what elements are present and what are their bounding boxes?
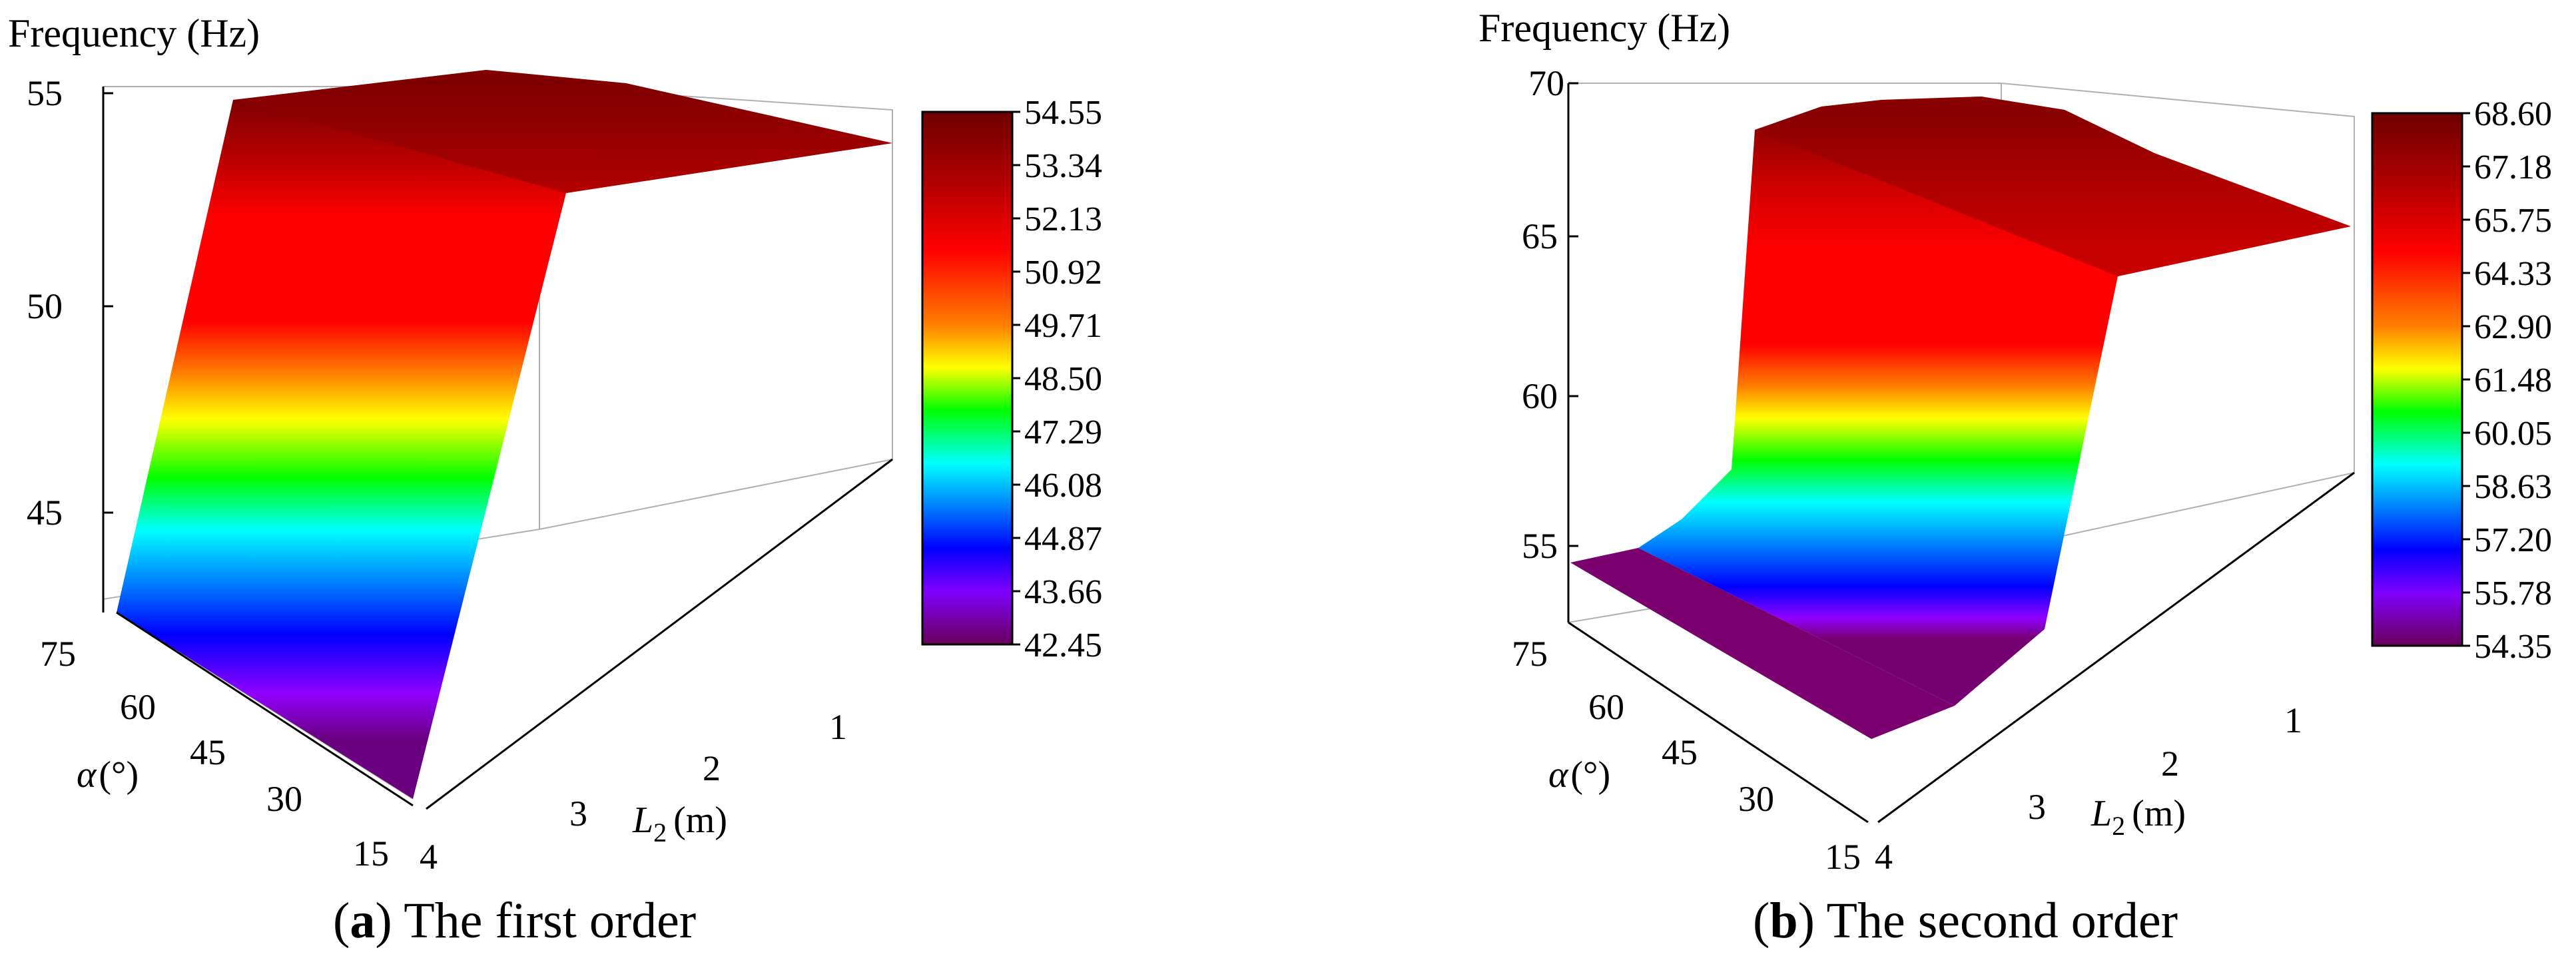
l2-tick-label: 3 xyxy=(569,794,587,834)
chart-panel-b: Frequency (Hz) 70 65 60 55 75 60 4 xyxy=(1478,6,2552,877)
z-axis-title-b: Frequency (Hz) xyxy=(1478,6,1730,50)
alpha-tick-label: 15 xyxy=(1825,837,1861,877)
z-tick-label: 70 xyxy=(1528,63,1564,103)
z-axis-title-a: Frequency (Hz) xyxy=(8,11,260,55)
alpha-tick-label: 60 xyxy=(120,687,156,727)
colorbar-gradient-a xyxy=(921,111,1014,646)
z-tick-label: 65 xyxy=(1522,216,1558,256)
colorbar-tick-label: 42.45 xyxy=(1024,626,1102,664)
alpha-tick-label: 75 xyxy=(40,634,76,674)
caption-a: (a) The first order xyxy=(333,893,697,949)
l2-axis-title-a: L2 (m) xyxy=(632,800,727,848)
alpha-tick-label: 30 xyxy=(266,779,302,819)
alpha-tick-label: 45 xyxy=(1662,732,1698,772)
z-tick-label: 50 xyxy=(27,286,63,326)
colorbar-tick-label: 62.90 xyxy=(2474,308,2552,346)
colorbar-tick-label: 43.66 xyxy=(1024,573,1102,611)
colorbar-tick-label: 64.33 xyxy=(2474,255,2552,293)
l2-tick-label: 4 xyxy=(1875,837,1893,877)
colorbar-a: 54.55 53.34 52.13 50.92 49.71 48.50 47.29 46.08… xyxy=(921,94,1102,664)
l2-tick-label: 2 xyxy=(2161,744,2179,784)
colorbar-tick-label: 61.48 xyxy=(2474,362,2552,399)
colorbar-tick-label: 48.50 xyxy=(1024,360,1102,398)
colorbar-tick-label: 53.34 xyxy=(1024,147,1102,185)
alpha-tick-label: 30 xyxy=(1738,779,1774,819)
right-back-wall-a xyxy=(539,86,893,530)
colorbar-tick-label: 57.20 xyxy=(2474,521,2552,559)
colorbar-tick-label: 52.13 xyxy=(1024,200,1102,238)
colorbar-ticks-a: 54.55 53.34 52.13 50.92 49.71 48.50 47.29 46.08… xyxy=(1012,94,1102,664)
surface-top-b xyxy=(1755,97,2351,276)
alpha-tick-label: 75 xyxy=(1512,634,1548,674)
l2-tick-label: 4 xyxy=(420,837,438,877)
z-tick-label: 55 xyxy=(27,73,63,113)
right-back-wall-b xyxy=(2001,83,2355,550)
surface-a xyxy=(117,70,892,799)
colorbar-tick-label: 50.92 xyxy=(1024,254,1102,292)
colorbar-tick-label: 67.18 xyxy=(2474,148,2552,186)
colorbar-tick-label: 65.75 xyxy=(2474,202,2552,240)
l2-tick-label: 1 xyxy=(829,707,847,747)
alpha-tick-label: 60 xyxy=(1588,687,1624,727)
l2-tick-label: 3 xyxy=(2028,787,2046,827)
colorbar-tick-label: 44.87 xyxy=(1024,520,1102,558)
z-tick-label: 60 xyxy=(1522,376,1558,416)
l2-axis-b: 1 2 3 4 L2 (m) xyxy=(1875,471,2355,877)
caption-b: (b) The second order xyxy=(1753,893,2178,949)
colorbar-tick-label: 60.05 xyxy=(2474,415,2552,453)
z-axis-a: 55 50 45 xyxy=(27,73,113,612)
colorbar-tick-label: 49.71 xyxy=(1024,307,1102,345)
z-axis-b: 70 65 60 55 xyxy=(1522,63,1578,622)
alpha-axis-title-a: α(°) xyxy=(77,754,139,796)
colorbar-tick-label: 58.63 xyxy=(2474,468,2552,506)
surface-low-b xyxy=(1570,548,1955,739)
alpha-axis-b: 75 60 45 30 15 α(°) xyxy=(1512,621,1869,877)
chart-panel-a: Frequency (Hz) 55 50 45 75 60 45 30 xyxy=(8,11,1102,877)
alpha-tick-label: 15 xyxy=(353,834,389,873)
z-tick-label: 55 xyxy=(1522,526,1558,566)
alpha-axis-title-b: α(°) xyxy=(1548,754,1610,796)
l2-tick-label: 2 xyxy=(703,748,721,788)
colorbar-tick-label: 46.08 xyxy=(1024,467,1102,505)
colorbar-ticks-b: 68.60 67.18 65.75 64.33 62.90 61.48 60.05 58.63… xyxy=(2462,95,2552,666)
alpha-axis-a: 75 60 45 30 15 α(°) xyxy=(40,611,414,873)
l2-axis-title-b: L2 (m) xyxy=(2091,793,2186,841)
colorbar-tick-label: 55.78 xyxy=(2474,575,2552,612)
surface-top-a xyxy=(233,70,892,193)
colorbar-tick-label: 54.55 xyxy=(1024,94,1102,132)
colorbar-gradient-b xyxy=(2371,112,2463,647)
colorbar-tick-label: 47.29 xyxy=(1024,413,1102,451)
colorbar-b: 68.60 67.18 65.75 64.33 62.90 61.48 60.05 58.63… xyxy=(2371,95,2552,666)
l2-tick-label: 1 xyxy=(2284,700,2302,740)
alpha-tick-label: 45 xyxy=(190,732,226,772)
colorbar-tick-label: 54.35 xyxy=(2474,628,2552,666)
z-tick-label: 45 xyxy=(27,493,63,533)
colorbar-tick-label: 68.60 xyxy=(2474,95,2552,133)
l2-axis-a: 1 2 3 4 L2 (m) xyxy=(420,458,893,877)
